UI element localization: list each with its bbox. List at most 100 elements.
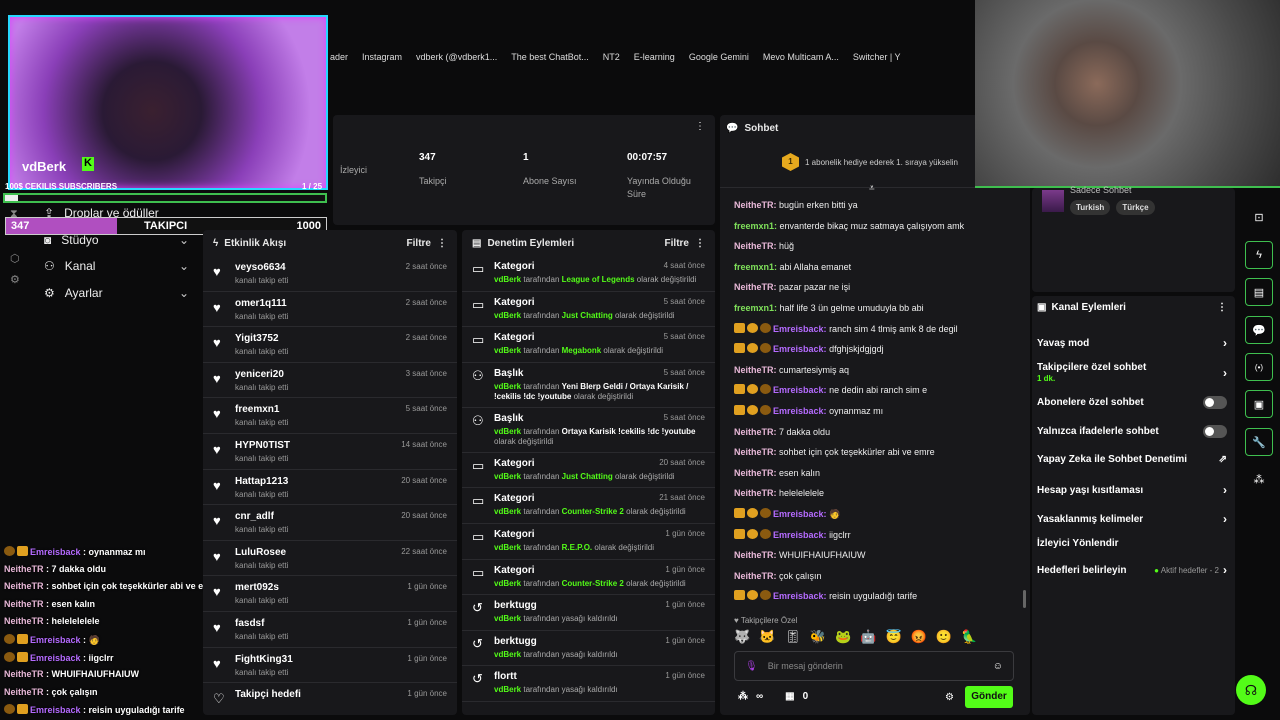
activity-item[interactable]: ♥ fasdsf kanalı takip etti 1 gün önce bbox=[203, 612, 457, 648]
help-button[interactable]: ☊ bbox=[1236, 675, 1266, 705]
nav-channel[interactable]: ⚇ Kanal ⌄ bbox=[44, 259, 189, 273]
chat-username[interactable]: Emreisback bbox=[773, 405, 824, 416]
chat-username[interactable]: NeitheTR bbox=[734, 282, 774, 293]
chat-username[interactable]: NeitheTR bbox=[734, 364, 774, 375]
nav-studio[interactable]: ◙ Stüdyo ⌄ bbox=[44, 233, 189, 247]
chat-settings-icon[interactable]: ⚙ bbox=[945, 692, 954, 703]
banned-words-item[interactable]: Yasaklanmış kelimeler › bbox=[1037, 512, 1227, 526]
moderation-item[interactable]: ▭ Kategori 5 saat önce vdBerk tarafından Ju… bbox=[462, 292, 715, 328]
emote-button[interactable]: 🐸 bbox=[835, 629, 852, 644]
send-button[interactable]: Gönder bbox=[965, 686, 1013, 708]
filter-button[interactable]: Filtre bbox=[664, 237, 689, 249]
slow-mode-item[interactable]: Yavaş mod › bbox=[1037, 336, 1227, 350]
emoji-icon[interactable]: ☺ bbox=[992, 660, 1003, 672]
activity-item[interactable]: ♥ veyso6634 kanalı takip etti 2 saat önce bbox=[203, 256, 457, 292]
activity-item[interactable]: ♥ yeniceri20 kanalı takip etti 3 saat önce bbox=[203, 363, 457, 399]
moderation-item[interactable]: ↺ berktugg 1 gün önce vdBerk tarafından yas… bbox=[462, 631, 715, 667]
emote-button[interactable]: 🙂 bbox=[935, 629, 953, 644]
activity-item[interactable]: ♥ mert092s kanalı takip etti 1 gün önce bbox=[203, 576, 457, 612]
emote-button[interactable]: 😇 bbox=[885, 629, 902, 644]
puzzle-rail-icon[interactable]: ⬡ bbox=[10, 253, 20, 265]
wrench-icon[interactable]: 🔧 bbox=[1245, 428, 1273, 456]
broadcast-icon[interactable]: (•) bbox=[1245, 353, 1273, 381]
microphone-icon[interactable]: 🎙 bbox=[745, 660, 758, 672]
bookmark-item[interactable]: E-learning bbox=[633, 52, 675, 62]
goals-item[interactable]: Hedefleri belirleyin ● Aktif hedefler - 2… bbox=[1037, 563, 1227, 577]
bookmark-item[interactable]: Switcher | Y bbox=[852, 52, 901, 62]
activity-item[interactable]: ♥ omer1q111 kanalı takip etti 2 saat önce bbox=[203, 292, 457, 328]
points-icon[interactable]: ⁂ bbox=[738, 691, 748, 702]
bookmark-item[interactable]: vdberk (@vdberk1... bbox=[416, 52, 498, 62]
activity-item[interactable]: ♥ Yigit3752 kanalı takip etti 2 saat önce bbox=[203, 327, 457, 363]
nav-drops[interactable]: ⇪ Droplar ve ödüller bbox=[44, 206, 189, 220]
moderation-item[interactable]: ▭ Kategori 20 saat önce vdBerk tarafından J… bbox=[462, 453, 715, 489]
bookmark-item[interactable]: Mevo Multicam A... bbox=[762, 52, 839, 62]
bookmark-item[interactable]: Google Gemini bbox=[688, 52, 749, 62]
more-icon[interactable]: ⋮ bbox=[695, 237, 705, 249]
moderation-item[interactable]: ▭ Kategori 5 saat önce vdBerk tarafından Me… bbox=[462, 327, 715, 363]
moderation-item[interactable]: ▭ Kategori 1 gün önce vdBerk tarafından Cou… bbox=[462, 560, 715, 596]
emote-button[interactable]: 🎚 bbox=[784, 629, 801, 644]
moderation-item[interactable]: ▭ Kategori 21 saat önce vdBerk tarafından C… bbox=[462, 488, 715, 524]
moderation-item[interactable]: ↺ flortt 1 gün önce vdBerk tarafından yasağ… bbox=[462, 666, 715, 702]
settings-rail-icon[interactable]: ⚙ bbox=[10, 274, 20, 286]
chat-username[interactable]: Emreisback bbox=[773, 591, 824, 602]
stream-tag[interactable]: Türkçe bbox=[1116, 200, 1155, 215]
moderation-item[interactable]: ⚇ Başlık 5 saat önce vdBerk tarafından Orta… bbox=[462, 408, 715, 453]
chat-username[interactable]: Emreisback bbox=[773, 385, 824, 396]
emote-button[interactable]: 🐝 bbox=[809, 629, 827, 644]
chat-username[interactable]: freemxn1 bbox=[734, 220, 775, 231]
activity-item[interactable]: ♡ Takipçi hedefi 1 gün önce bbox=[203, 683, 457, 715]
followers-only-item[interactable]: Takipçilere özel sohbet 1 dk. › bbox=[1037, 362, 1227, 383]
screenshot-icon[interactable]: ⊡ bbox=[1254, 211, 1264, 224]
chat-username[interactable]: NeitheTR bbox=[734, 550, 774, 561]
chat-username[interactable]: NeitheTR bbox=[734, 467, 774, 478]
chat-icon[interactable]: 💬 bbox=[1245, 316, 1273, 344]
emote-button[interactable]: 🐱 bbox=[759, 629, 776, 644]
chat-username[interactable]: NeitheTR bbox=[734, 200, 774, 210]
gift-leaderboard-promo[interactable]: 1 1 abonelik hediye ederek 1. sıraya yüks… bbox=[782, 153, 958, 171]
activity-item[interactable]: ♥ cnr_adlf kanalı takip etti 20 saat önce bbox=[203, 505, 457, 541]
bookmark-item[interactable]: The best ChatBot... bbox=[511, 52, 589, 62]
moderation-item[interactable]: ▭ Kategori 1 gün önce vdBerk tarafından R.E… bbox=[462, 524, 715, 560]
camera-icon[interactable]: ▣ bbox=[1245, 390, 1273, 418]
account-age-item[interactable]: Hesap yaşı kısıtlaması › bbox=[1037, 483, 1227, 497]
chat-username[interactable]: NeitheTR bbox=[734, 241, 774, 252]
bookmark-item[interactable]: ader bbox=[330, 52, 349, 62]
chat-input[interactable]: 🎙 Bir mesaj gönderin ☺ bbox=[734, 651, 1014, 681]
drops-rail-icon[interactable]: ⧗ bbox=[10, 208, 18, 220]
activity-item[interactable]: ♥ FightKing31 kanalı takip etti 1 gün önce bbox=[203, 648, 457, 684]
raid-item[interactable]: İzleyici Yönlendir bbox=[1037, 538, 1119, 549]
chat-username[interactable]: Emreisback bbox=[773, 508, 824, 519]
document-icon[interactable]: ▤ bbox=[1245, 278, 1273, 306]
emote-button[interactable]: 😡 bbox=[910, 629, 927, 644]
chat-username[interactable]: Emreisback bbox=[773, 344, 824, 355]
scroll-down-icon[interactable]: ⩡ bbox=[869, 183, 875, 194]
chat-username[interactable]: Emreisback bbox=[773, 323, 824, 334]
chat-username[interactable]: NeitheTR bbox=[734, 426, 774, 437]
activity-item[interactable]: ♥ Hattap1213 kanalı takip etti 20 saat önce bbox=[203, 470, 457, 506]
chat-scrollbar[interactable] bbox=[1023, 590, 1026, 608]
chat-username[interactable]: NeitheTR bbox=[734, 570, 774, 581]
chat-username[interactable]: NeitheTR bbox=[734, 488, 774, 499]
chat-username[interactable]: Emreisback bbox=[773, 529, 824, 540]
activity-item[interactable]: ♥ LuluRosee kanalı takip etti 22 saat önce bbox=[203, 541, 457, 577]
stream-tag[interactable]: Turkish bbox=[1070, 200, 1111, 215]
more-icon[interactable]: ⋮ bbox=[1217, 302, 1227, 313]
more-icon[interactable]: ⋮ bbox=[695, 121, 705, 132]
ai-moderation-item[interactable]: Yapay Zeka ile Sohbet Denetimi ⇗ bbox=[1037, 454, 1227, 465]
lightning-icon[interactable]: ϟ bbox=[1245, 241, 1273, 269]
moderation-item[interactable]: ⚇ Başlık 5 saat önce vdBerk tarafından Yeni… bbox=[462, 363, 715, 408]
emote-button[interactable]: 🤖 bbox=[860, 629, 877, 644]
activity-item[interactable]: ♥ freemxn1 kanalı takip etti 5 saat önce bbox=[203, 398, 457, 434]
filter-button[interactable]: Filtre bbox=[406, 237, 431, 249]
more-icon[interactable]: ⋮ bbox=[437, 237, 447, 249]
shop-icon[interactable]: ▦ bbox=[785, 691, 795, 702]
chat-username[interactable]: freemxn1 bbox=[734, 261, 775, 272]
emotes-only-toggle[interactable] bbox=[1203, 425, 1227, 438]
moderation-item[interactable]: ▭ Kategori 4 saat önce vdBerk tarafından Le… bbox=[462, 256, 715, 292]
activity-item[interactable]: ♥ HYPN0TIST kanalı takip etti 14 saat önce bbox=[203, 434, 457, 470]
subscribers-only-toggle[interactable] bbox=[1203, 396, 1227, 409]
emote-button[interactable]: 🐺 bbox=[734, 629, 751, 644]
moderation-item[interactable]: ↺ berktugg 1 gün önce vdBerk tarafından yas… bbox=[462, 595, 715, 631]
